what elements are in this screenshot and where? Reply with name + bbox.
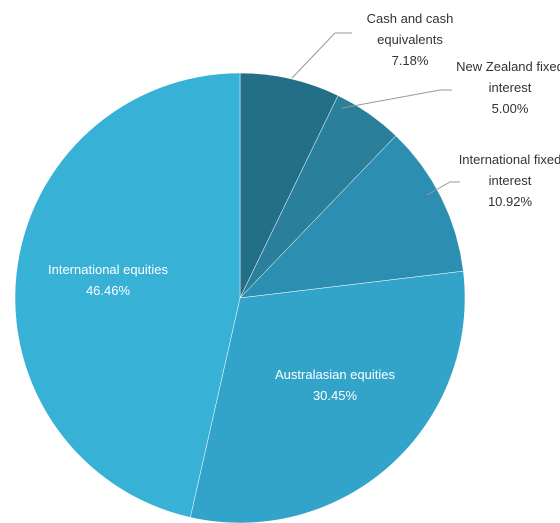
value-label: 5.00% [491, 101, 529, 116]
label-box: International equities 46.46% [48, 259, 168, 301]
category-name: Australasian equities [275, 367, 395, 382]
pie-slice [14, 72, 241, 518]
label-box: New Zealand fixed interest 5.00% [450, 56, 560, 119]
value-label: 46.46% [85, 283, 131, 298]
slice-label: New Zealand fixed interest 5.00% [450, 56, 560, 119]
label-box: Australasian equities 30.45% [275, 364, 395, 406]
label-box: International fixed interest 10.92% [450, 149, 560, 212]
value-label: 10.92% [487, 194, 533, 209]
value-label: 7.18% [391, 53, 429, 68]
value-label: 30.45% [312, 388, 358, 403]
leader-line [426, 181, 460, 196]
pie-slice [239, 72, 339, 299]
category-name: Cash and cash equivalents [366, 11, 454, 47]
category-name: International equities [48, 262, 168, 277]
category-name: International fixed interest [458, 152, 560, 188]
label-box: Cash and cash equivalents 7.18% [350, 8, 470, 71]
leader-line [341, 89, 452, 109]
slice-label: International fixed interest 10.92% [450, 149, 560, 212]
slice-label: Cash and cash equivalents 7.18% [350, 8, 470, 71]
slice-label: Australasian equities 30.45% [275, 364, 395, 406]
category-name: New Zealand fixed interest [456, 59, 560, 95]
leader-line [291, 32, 352, 79]
slice-label: International equities 46.46% [48, 259, 168, 301]
pie-slice [239, 135, 464, 299]
